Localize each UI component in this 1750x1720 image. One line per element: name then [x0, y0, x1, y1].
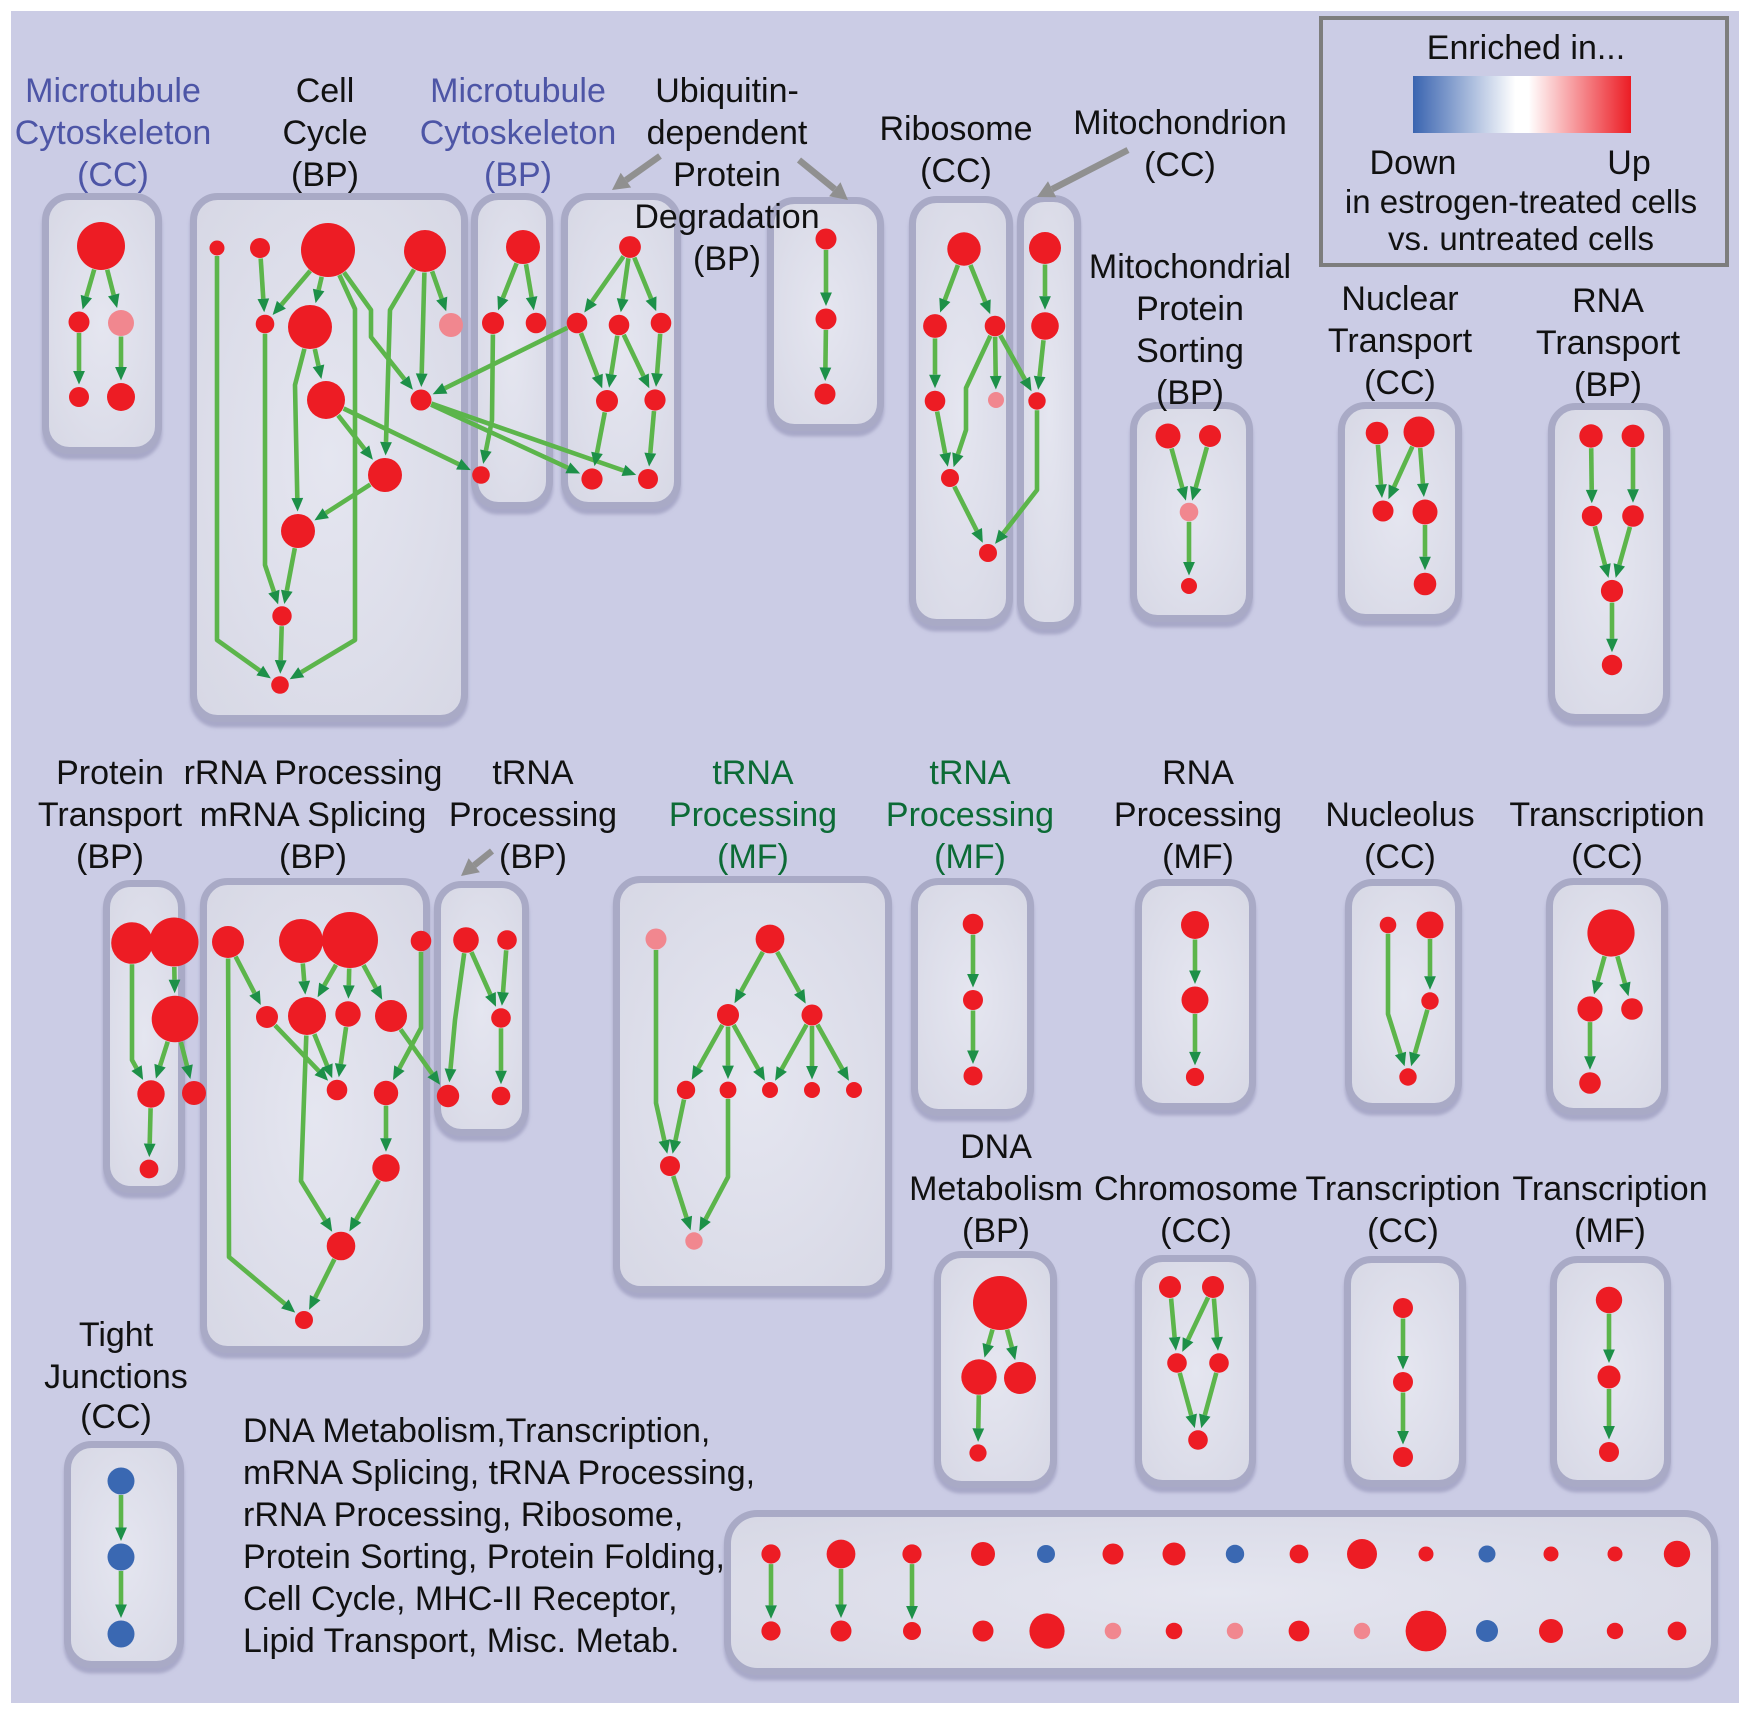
svg-text:Cytoskeleton: Cytoskeleton [15, 114, 212, 152]
svg-text:Ribosome: Ribosome [879, 110, 1032, 148]
svg-text:Cell Cycle, MHC-II Receptor,: Cell Cycle, MHC-II Receptor, [243, 1580, 678, 1618]
svg-text:(CC): (CC) [1160, 1212, 1232, 1250]
svg-text:Nucleolus: Nucleolus [1325, 796, 1474, 834]
svg-text:Transport: Transport [1536, 324, 1681, 362]
svg-text:(CC): (CC) [1571, 838, 1643, 876]
svg-text:tRNA: tRNA [492, 754, 574, 792]
svg-text:(CC): (CC) [920, 152, 992, 190]
svg-text:vs. untreated cells: vs. untreated cells [1388, 220, 1654, 257]
svg-text:rRNA Processing: rRNA Processing [184, 754, 443, 792]
svg-text:Ubiquitin-: Ubiquitin- [655, 72, 799, 110]
svg-text:tRNA: tRNA [929, 754, 1011, 792]
svg-text:dependent: dependent [647, 114, 808, 152]
svg-text:Microtubule: Microtubule [25, 72, 201, 110]
svg-text:Nuclear: Nuclear [1341, 280, 1458, 318]
svg-text:Cytoskeleton: Cytoskeleton [420, 114, 617, 152]
svg-text:Sorting: Sorting [1136, 332, 1244, 370]
svg-text:(MF): (MF) [934, 838, 1006, 876]
svg-text:(CC): (CC) [1144, 146, 1216, 184]
svg-text:Chromosome: Chromosome [1094, 1170, 1298, 1208]
svg-text:(BP): (BP) [1156, 374, 1224, 412]
svg-text:Processing: Processing [886, 796, 1054, 834]
svg-text:(MF): (MF) [1162, 838, 1234, 876]
svg-text:Degradation: Degradation [634, 198, 819, 236]
svg-text:Protein: Protein [673, 156, 781, 194]
svg-text:(BP): (BP) [76, 838, 144, 876]
svg-text:Lipid Transport, Misc. Metab.: Lipid Transport, Misc. Metab. [243, 1622, 680, 1660]
svg-text:(CC): (CC) [1364, 364, 1436, 402]
svg-text:(BP): (BP) [693, 240, 761, 278]
svg-text:Metabolism: Metabolism [909, 1170, 1083, 1208]
svg-text:Transport: Transport [1328, 322, 1473, 360]
svg-text:DNA: DNA [960, 1128, 1032, 1166]
svg-text:(CC): (CC) [1364, 838, 1436, 876]
svg-text:(CC): (CC) [1367, 1212, 1439, 1250]
svg-text:Mitochondrion: Mitochondrion [1073, 104, 1287, 142]
svg-text:Transcription: Transcription [1512, 1170, 1707, 1208]
svg-text:Junctions: Junctions [44, 1358, 188, 1396]
svg-text:Transcription: Transcription [1509, 796, 1704, 834]
svg-text:Tight: Tight [79, 1316, 154, 1354]
svg-text:mRNA Splicing: mRNA Splicing [200, 796, 427, 834]
svg-text:Protein Sorting, Protein Foldi: Protein Sorting, Protein Folding, [243, 1538, 725, 1576]
svg-text:Processing: Processing [1114, 796, 1282, 834]
svg-text:(CC): (CC) [77, 156, 149, 194]
svg-text:Mitochondrial: Mitochondrial [1089, 248, 1291, 286]
svg-text:(MF): (MF) [1574, 1212, 1646, 1250]
svg-text:Protein: Protein [56, 754, 164, 792]
svg-text:(BP): (BP) [484, 156, 552, 194]
svg-text:(CC): (CC) [80, 1398, 152, 1436]
svg-text:Cell: Cell [296, 72, 355, 110]
svg-text:Processing: Processing [669, 796, 837, 834]
svg-text:Down: Down [1370, 144, 1457, 182]
svg-text:(BP): (BP) [1574, 366, 1642, 404]
svg-text:(BP): (BP) [279, 838, 347, 876]
svg-text:Processing: Processing [449, 796, 617, 834]
svg-text:mRNA Splicing, tRNA Processing: mRNA Splicing, tRNA Processing, [243, 1454, 755, 1492]
svg-text:DNA Metabolism,Transcription,: DNA Metabolism,Transcription, [243, 1412, 710, 1450]
svg-text:Enriched in...: Enriched in... [1427, 29, 1625, 67]
svg-text:Up: Up [1607, 144, 1650, 182]
svg-text:Transport: Transport [38, 796, 183, 834]
svg-text:Protein: Protein [1136, 290, 1244, 328]
svg-text:RNA: RNA [1572, 282, 1644, 320]
svg-text:(BP): (BP) [962, 1212, 1030, 1250]
svg-text:(BP): (BP) [291, 156, 359, 194]
svg-text:Transcription: Transcription [1305, 1170, 1500, 1208]
svg-text:tRNA: tRNA [712, 754, 794, 792]
svg-text:rRNA Processing, Ribosome,: rRNA Processing, Ribosome, [243, 1496, 683, 1534]
svg-text:Microtubule: Microtubule [430, 72, 606, 110]
svg-text:Cycle: Cycle [282, 114, 367, 152]
svg-text:(BP): (BP) [499, 838, 567, 876]
svg-text:(MF): (MF) [717, 838, 789, 876]
svg-text:in estrogen-treated cells: in estrogen-treated cells [1345, 183, 1697, 220]
svg-text:RNA: RNA [1162, 754, 1234, 792]
